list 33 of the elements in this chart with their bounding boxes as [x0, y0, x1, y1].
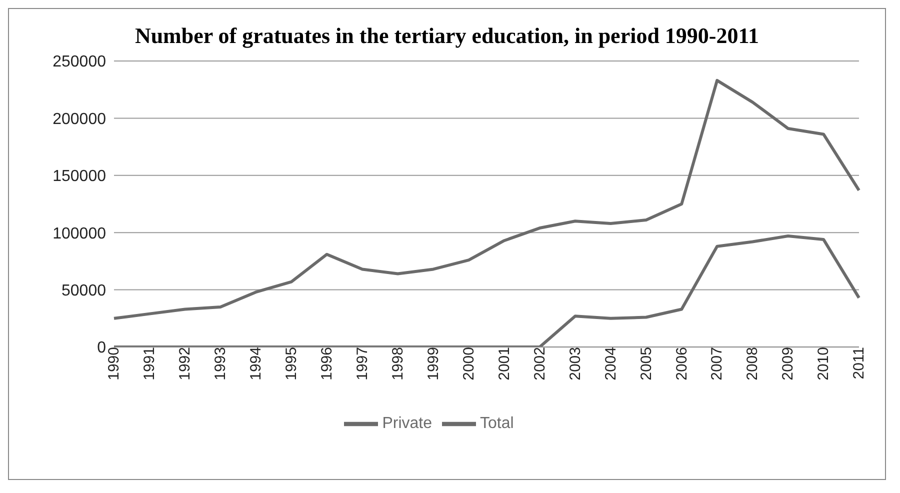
chart-title: Number of gratuates in the tertiary education, in period 1990-2011 — [134, 22, 760, 50]
x-tick-label: 1995 — [283, 347, 300, 380]
x-tick-label: 2011 — [850, 347, 868, 380]
x-tick-label: 1997 — [354, 347, 371, 380]
x-tick-label: 1996 — [318, 347, 336, 380]
x-tick-label: 2003 — [566, 347, 584, 380]
x-tick-label: 1999 — [424, 347, 442, 380]
y-tick-label: 200000 — [52, 110, 106, 128]
x-tick-label: 1994 — [248, 347, 265, 380]
x-tick-label: 1992 — [176, 347, 194, 380]
legend-label: Total — [480, 415, 514, 432]
x-tick-label: 1990 — [106, 347, 123, 380]
x-tick-label: 2006 — [673, 347, 690, 380]
y-tick-label: 50000 — [62, 282, 106, 300]
x-tick-label: 2002 — [531, 347, 548, 380]
x-tick-label: 1991 — [141, 347, 158, 380]
x-tick-label: 1993 — [212, 347, 230, 380]
x-tick-label: 2001 — [496, 347, 513, 380]
line-series — [112, 234, 860, 347]
y-tick-label: 150000 — [52, 168, 106, 186]
x-tick-label: 2009 — [780, 347, 797, 380]
y-tick-label: 250000 — [52, 54, 106, 71]
x-tick-label: 2008 — [744, 347, 762, 380]
x-tick-label: 2010 — [815, 347, 832, 380]
line-series — [112, 78, 860, 320]
x-tick-label: 2004 — [602, 347, 620, 380]
x-tick-label: 2007 — [708, 347, 726, 380]
x-tick-label: 1998 — [389, 347, 406, 380]
legend-label: Private — [382, 415, 432, 432]
x-tick-label: 2005 — [638, 347, 655, 380]
y-tick-label: 100000 — [52, 225, 106, 242]
y-tick-label: 0 — [97, 340, 106, 357]
x-tick-label: 2000 — [460, 347, 478, 380]
